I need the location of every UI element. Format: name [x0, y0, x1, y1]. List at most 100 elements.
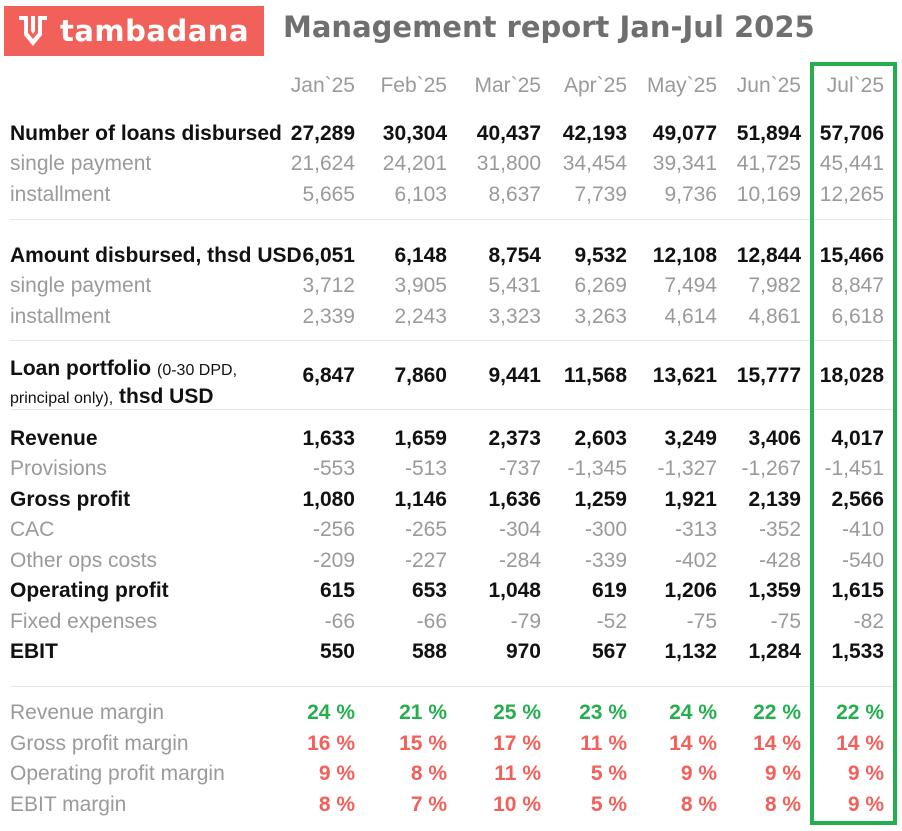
cell-ebit-margin: 7 % — [410, 793, 447, 816]
cell-other-ops-costs: -339 — [584, 549, 627, 572]
cell-amount-single: 7,494 — [664, 274, 717, 297]
cell-revenue: 1,633 — [302, 427, 355, 450]
row-label-loans-single: single payment — [10, 152, 152, 175]
cell-provisions: -737 — [498, 457, 541, 480]
cell-revenue-margin: 25 % — [493, 701, 541, 724]
cell-operating-profit: 653 — [411, 579, 447, 602]
cell-operating-profit-margin: 9 % — [847, 762, 884, 785]
cell-revenue-margin: 21 % — [399, 701, 447, 724]
cell-operating-profit: 1,048 — [488, 579, 541, 602]
cell-other-ops-costs: -227 — [404, 549, 447, 572]
cell-gross-profit: 1,259 — [574, 488, 627, 511]
cell-loans-disbursed: 51,894 — [736, 122, 801, 145]
cell-revenue: 2,373 — [488, 427, 541, 450]
cell-revenue-margin: 22 % — [836, 701, 884, 724]
cell-loans-disbursed: 40,437 — [476, 122, 541, 145]
cell-provisions: -1,267 — [741, 457, 801, 480]
highlight-column-frame — [810, 62, 897, 825]
cell-cac: -313 — [674, 518, 717, 541]
cell-amount-single: 3,712 — [302, 274, 355, 297]
cell-loans-disbursed: 42,193 — [562, 122, 627, 145]
cell-other-ops-costs: -428 — [758, 549, 801, 572]
cell-gross-profit-margin: 17 % — [493, 732, 541, 755]
cell-ebit: 970 — [505, 640, 541, 663]
cell-ebit: 550 — [319, 640, 355, 663]
row-divider — [10, 219, 894, 220]
cell-loans-installment: 10,169 — [736, 183, 801, 206]
cell-revenue: 3,249 — [664, 427, 717, 450]
cell-amount-single: 6,269 — [574, 274, 627, 297]
month-header: Jan`25 — [290, 74, 355, 97]
cell-ebit: 1,132 — [664, 640, 717, 663]
cell-cac: -300 — [584, 518, 627, 541]
cell-amount-disbursed: 12,108 — [652, 244, 717, 267]
cell-loan-portfolio: 6,847 — [302, 364, 355, 387]
cell-loans-single: 39,341 — [652, 152, 717, 175]
row-label-amount-single: single payment — [10, 274, 152, 297]
cell-cac: -265 — [404, 518, 447, 541]
cell-amount-installment: 4,861 — [748, 305, 801, 328]
cell-provisions: -553 — [312, 457, 355, 480]
brand-logo: tambadana — [4, 6, 264, 56]
cell-gross-profit-margin: 14 % — [669, 732, 717, 755]
row-label-provisions: Provisions — [10, 457, 107, 480]
row-divider — [10, 340, 894, 341]
cell-operating-profit: 1,615 — [831, 579, 884, 602]
cell-other-ops-costs: -284 — [498, 549, 541, 572]
cell-loans-single: 41,725 — [736, 152, 801, 175]
cell-gross-profit-margin: 15 % — [399, 732, 447, 755]
cell-amount-disbursed: 8,754 — [488, 244, 541, 267]
cell-revenue: 3,406 — [748, 427, 801, 450]
row-label-loans-installment: installment — [10, 183, 111, 206]
cell-gross-profit: 1,146 — [394, 488, 447, 511]
row-label-ebit-margin: EBIT margin — [10, 793, 127, 816]
row-label-loan-portfolio: Loan portfolio (0-30 DPD, principal only)… — [10, 357, 238, 408]
cell-gross-profit-margin: 11 % — [580, 732, 627, 755]
cell-loans-disbursed: 27,289 — [290, 122, 355, 145]
cell-revenue: 1,659 — [394, 427, 447, 450]
cell-provisions: -1,345 — [567, 457, 627, 480]
row-label-fixed-expenses: Fixed expenses — [10, 610, 158, 633]
cell-loans-installment: 12,265 — [819, 183, 884, 206]
cell-operating-profit-margin: 8 % — [410, 762, 447, 785]
cell-gross-profit: 2,566 — [831, 488, 884, 511]
cell-ebit: 567 — [591, 640, 627, 663]
cell-amount-installment: 6,618 — [831, 305, 884, 328]
cell-operating-profit-margin: 9 % — [680, 762, 717, 785]
cell-other-ops-costs: -402 — [674, 549, 717, 572]
cell-ebit: 588 — [411, 640, 447, 663]
tambadana-logo-icon — [19, 16, 47, 46]
cell-loan-portfolio: 13,621 — [652, 364, 717, 387]
cell-loan-portfolio: 11,568 — [563, 364, 627, 387]
row-divider — [10, 686, 894, 687]
cell-fixed-expenses: -75 — [686, 610, 717, 633]
cell-ebit-margin: 9 % — [847, 793, 884, 816]
page-title: Management report Jan-Jul 2025 — [283, 10, 815, 44]
cell-operating-profit-margin: 5 % — [590, 762, 627, 785]
cell-revenue: 2,603 — [574, 427, 627, 450]
cell-amount-disbursed: 9,532 — [574, 244, 627, 267]
cell-amount-single: 3,905 — [394, 274, 447, 297]
cell-cac: -352 — [758, 518, 801, 541]
cell-ebit-margin: 5 % — [590, 793, 627, 816]
cell-loans-single: 31,800 — [476, 152, 541, 175]
cell-loans-disbursed: 57,706 — [819, 122, 884, 145]
cell-loan-portfolio: 15,777 — [736, 364, 801, 387]
cell-revenue-margin: 23 % — [579, 701, 627, 724]
cell-ebit-margin: 8 % — [680, 793, 717, 816]
row-label-operating-profit-margin: Operating profit margin — [10, 762, 225, 785]
cell-loans-installment: 9,736 — [664, 183, 717, 206]
row-label-amount-disbursed: Amount disbursed, thsd USD — [10, 244, 302, 267]
month-header: Mar`25 — [474, 74, 541, 97]
cell-revenue-margin: 24 % — [669, 701, 717, 724]
row-divider — [10, 409, 894, 410]
cell-operating-profit: 1,206 — [664, 579, 717, 602]
cell-cac: -410 — [841, 518, 884, 541]
cell-loans-installment: 6,103 — [394, 183, 447, 206]
cell-gross-profit-margin: 14 % — [753, 732, 801, 755]
cell-operating-profit-margin: 11 % — [494, 762, 541, 785]
cell-gross-profit: 1,636 — [488, 488, 541, 511]
cell-fixed-expenses: -75 — [770, 610, 801, 633]
month-header: Apr`25 — [563, 74, 627, 97]
cell-loans-disbursed: 49,077 — [652, 122, 717, 145]
